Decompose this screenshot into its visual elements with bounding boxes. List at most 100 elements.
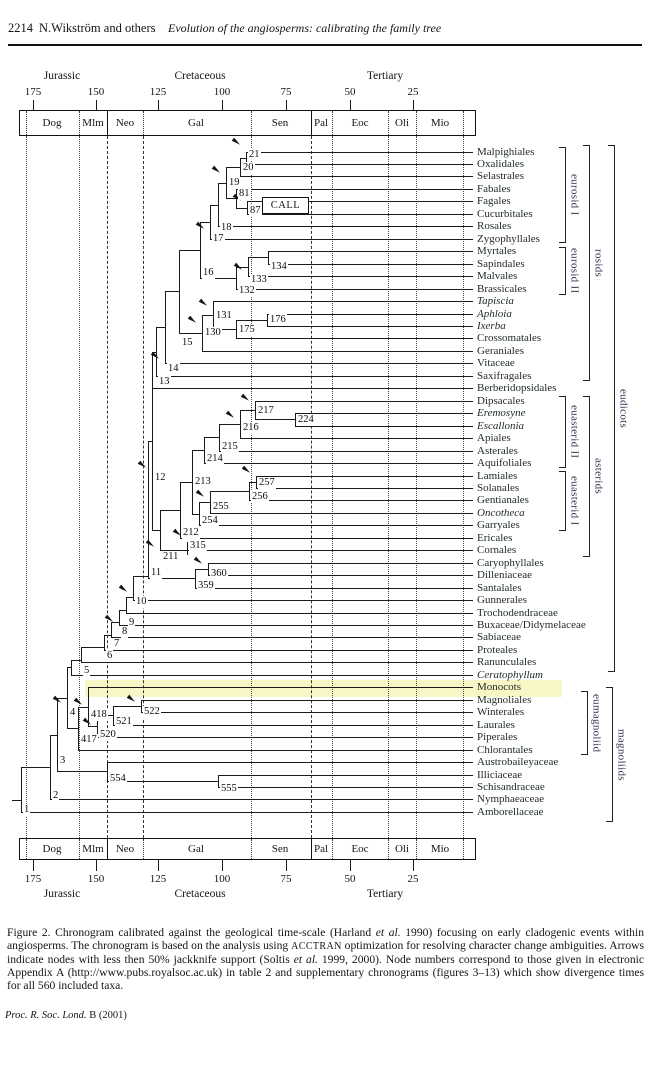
time-guide-line bbox=[251, 136, 252, 838]
node-number: 81 bbox=[238, 188, 251, 200]
branch-line bbox=[267, 325, 473, 327]
node-number: 417 bbox=[80, 734, 98, 746]
branch-line bbox=[218, 183, 219, 227]
caption-text-segment: Figure 2. Chronogram calibrated against … bbox=[7, 926, 376, 939]
branch-line bbox=[199, 525, 473, 527]
node-number: 17 bbox=[212, 233, 225, 245]
taxon-label: Chlorantales bbox=[477, 743, 533, 756]
branch-line bbox=[219, 424, 220, 452]
branch-line bbox=[200, 277, 236, 279]
taxon-label: Ranunculales bbox=[477, 656, 537, 669]
branch-line bbox=[255, 400, 473, 402]
branch-line bbox=[21, 767, 22, 813]
branch-line bbox=[133, 576, 134, 601]
taxon-label: Crossomatales bbox=[477, 332, 542, 345]
node-number: 10 bbox=[135, 596, 148, 608]
clade-bracket bbox=[587, 691, 588, 755]
clade-bracket-tick bbox=[606, 687, 612, 689]
branch-line bbox=[104, 635, 105, 651]
branch-line bbox=[141, 700, 142, 713]
node-number: 360 bbox=[210, 568, 228, 580]
branch-line bbox=[78, 706, 88, 708]
branch-line bbox=[179, 332, 202, 334]
node-number: 213 bbox=[194, 476, 212, 489]
taxon-label: Rosales bbox=[477, 220, 512, 233]
support-arrow bbox=[240, 393, 251, 402]
node-number: 132 bbox=[238, 285, 256, 297]
clade-label: rosids bbox=[592, 248, 605, 278]
period-divider bbox=[143, 839, 144, 859]
branch-line bbox=[57, 771, 107, 773]
branch-line bbox=[113, 706, 141, 707]
branch-line bbox=[152, 530, 160, 531]
axis-tick bbox=[33, 100, 34, 110]
clade-label: euasterid II bbox=[568, 405, 581, 459]
axis-tick-label: 50 bbox=[344, 873, 356, 885]
period-divider bbox=[251, 839, 252, 859]
time-guide-line bbox=[463, 136, 464, 838]
branch-line bbox=[213, 301, 214, 330]
node-number: 217 bbox=[257, 404, 275, 417]
branch-line bbox=[255, 419, 295, 421]
period-divider bbox=[463, 839, 464, 859]
branch-line bbox=[240, 410, 255, 411]
axis-tick bbox=[413, 100, 414, 110]
era-label: Jurassic bbox=[43, 70, 81, 82]
branch-line bbox=[248, 257, 249, 277]
branch-line bbox=[218, 787, 473, 788]
branch-line bbox=[180, 482, 181, 539]
taxon-label: Sabiaceae bbox=[477, 631, 521, 644]
clade-bracket-tick bbox=[559, 467, 565, 469]
taxon-label: Ixerba bbox=[477, 319, 506, 332]
branch-line bbox=[133, 600, 473, 602]
branch-line bbox=[240, 438, 473, 440]
node-number: 1 bbox=[23, 804, 31, 816]
node-number: 520 bbox=[99, 729, 117, 741]
clade-bracket-tick bbox=[559, 247, 565, 249]
branch-line bbox=[165, 291, 179, 293]
period-label: Mio bbox=[430, 842, 450, 855]
header-rule bbox=[8, 44, 642, 46]
branch-line bbox=[219, 450, 473, 452]
time-guide-line bbox=[143, 136, 144, 838]
branch-line bbox=[126, 596, 133, 598]
branch-line bbox=[213, 329, 236, 331]
branch-line bbox=[107, 762, 473, 763]
period-divider bbox=[143, 111, 144, 135]
branch-line bbox=[268, 251, 269, 265]
period-label: Pal bbox=[313, 116, 329, 129]
axis-tick-label: 150 bbox=[87, 86, 105, 98]
period-label: Neo bbox=[115, 842, 135, 855]
branch-line bbox=[236, 320, 237, 339]
branch-line bbox=[152, 352, 153, 531]
branch-line bbox=[88, 687, 89, 727]
header-running-title: Evolution of the angiosperms: calibratin… bbox=[168, 21, 442, 35]
branch-line bbox=[240, 176, 473, 178]
branch-line bbox=[133, 575, 148, 577]
branch-line bbox=[210, 205, 211, 240]
clade-bracket bbox=[589, 396, 590, 557]
node-number: 216 bbox=[242, 422, 260, 434]
clade-bracket-tick bbox=[559, 242, 565, 244]
node-number: 214 bbox=[206, 453, 224, 465]
time-guide-line bbox=[332, 136, 333, 838]
era-label: Tertiary bbox=[366, 70, 404, 82]
taxon-label: Dilleniaceae bbox=[477, 569, 532, 582]
branch-line bbox=[240, 410, 241, 439]
clade-label: eudicots bbox=[617, 388, 630, 429]
taxon-label: Brassicales bbox=[477, 282, 527, 295]
taxon-label: Myrtales bbox=[477, 245, 517, 258]
node-number: 14 bbox=[167, 363, 180, 375]
clade-label: asterids bbox=[592, 458, 605, 495]
clade-label: eurosid II bbox=[568, 248, 581, 294]
branch-line bbox=[249, 482, 250, 501]
branch-line bbox=[67, 728, 78, 730]
branch-line bbox=[50, 734, 57, 736]
branch-line bbox=[236, 319, 267, 321]
branch-line bbox=[113, 706, 114, 726]
branch-line bbox=[21, 767, 50, 768]
branch-line bbox=[218, 775, 219, 788]
clade-bracket-tick bbox=[608, 671, 614, 673]
node-number: 134 bbox=[270, 261, 288, 273]
